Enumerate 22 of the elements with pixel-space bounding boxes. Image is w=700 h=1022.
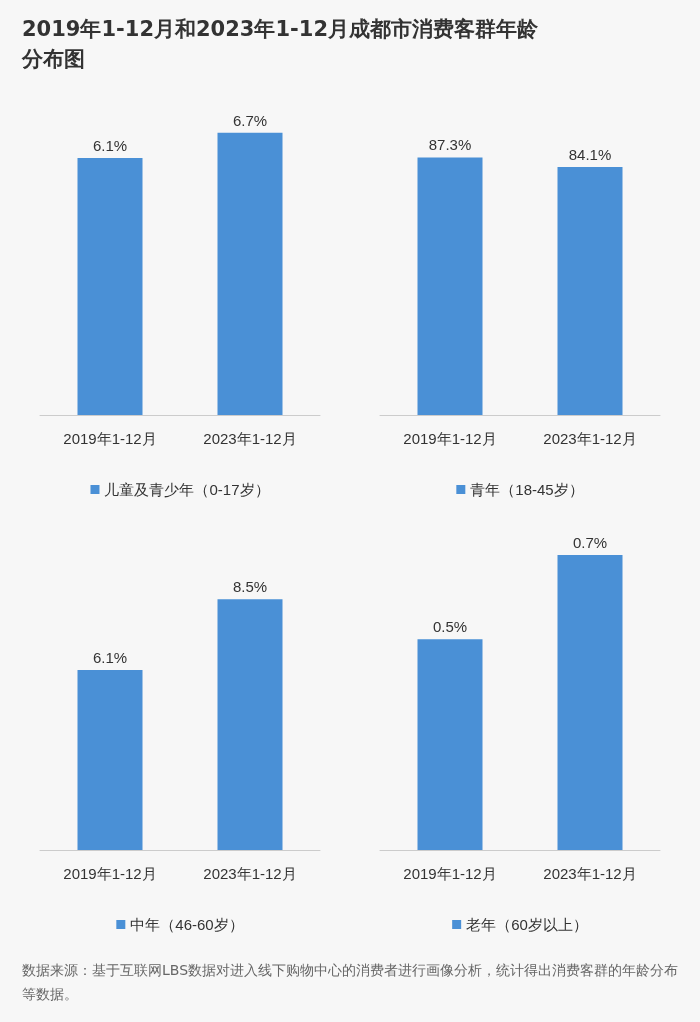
- source-note: 数据来源：基于互联网LBS数据对进入线下购物中心的消费者进行画像分析，统计得出消费客群的年龄分布等数据。: [22, 961, 680, 1004]
- x-tick-label: 2023年1-12月: [543, 430, 637, 447]
- x-tick-label: 2019年1-12月: [403, 865, 497, 882]
- data-label: 0.5%: [432, 618, 468, 636]
- x-tick-label: 2023年1-12月: [203, 865, 297, 882]
- legend-label: 中年（46-60岁）: [130, 916, 244, 933]
- x-tick-label: 2019年1-12月: [63, 865, 157, 882]
- chart-title: 2019年1-12月和2023年1-12月成都市消费客群年龄分布图: [22, 16, 539, 73]
- x-tick-label: 2019年1-12月: [403, 430, 497, 447]
- data-label: 0.7%: [572, 534, 608, 551]
- data-label: 84.1%: [568, 145, 612, 163]
- x-tick-label: 2019年1-12月: [63, 430, 157, 447]
- legend-label: 老年（60岁以上）: [466, 916, 588, 933]
- data-label: 6.1%: [92, 136, 128, 154]
- x-tick-label: 2023年1-12月: [203, 430, 297, 447]
- legend-label: 儿童及青少年（0-17岁）: [104, 481, 270, 498]
- data-label: 6.7%: [232, 111, 268, 129]
- data-label: 6.1%: [92, 649, 128, 667]
- x-tick-label: 2023年1-12月: [543, 865, 637, 882]
- data-label: 87.3%: [428, 136, 472, 154]
- legend-label: 青年（18-45岁）: [470, 481, 584, 498]
- data-label: 8.5%: [232, 578, 268, 596]
